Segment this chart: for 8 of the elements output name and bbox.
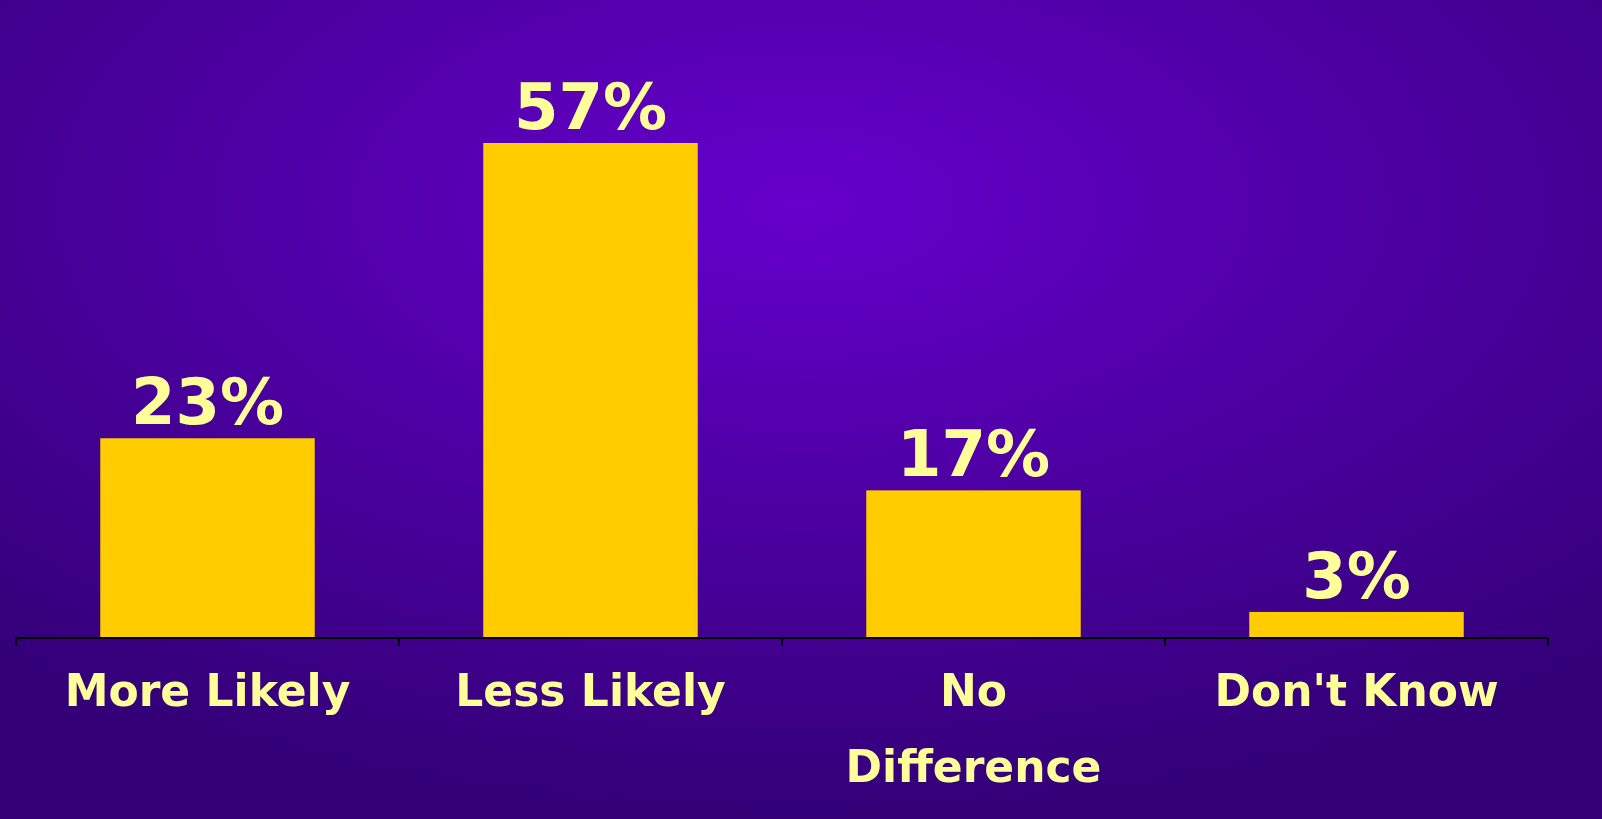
data-label: 23% (130, 365, 285, 440)
x-tick-label: No Difference (845, 665, 1102, 792)
x-tick-label: Don't Know (1214, 665, 1499, 716)
data-label: 17% (896, 417, 1051, 492)
data-label: 3% (1302, 538, 1411, 613)
x-tick-label: More Likely (64, 665, 351, 716)
x-tick-label: Less Likely (455, 665, 726, 716)
data-label: 57% (513, 70, 668, 144)
